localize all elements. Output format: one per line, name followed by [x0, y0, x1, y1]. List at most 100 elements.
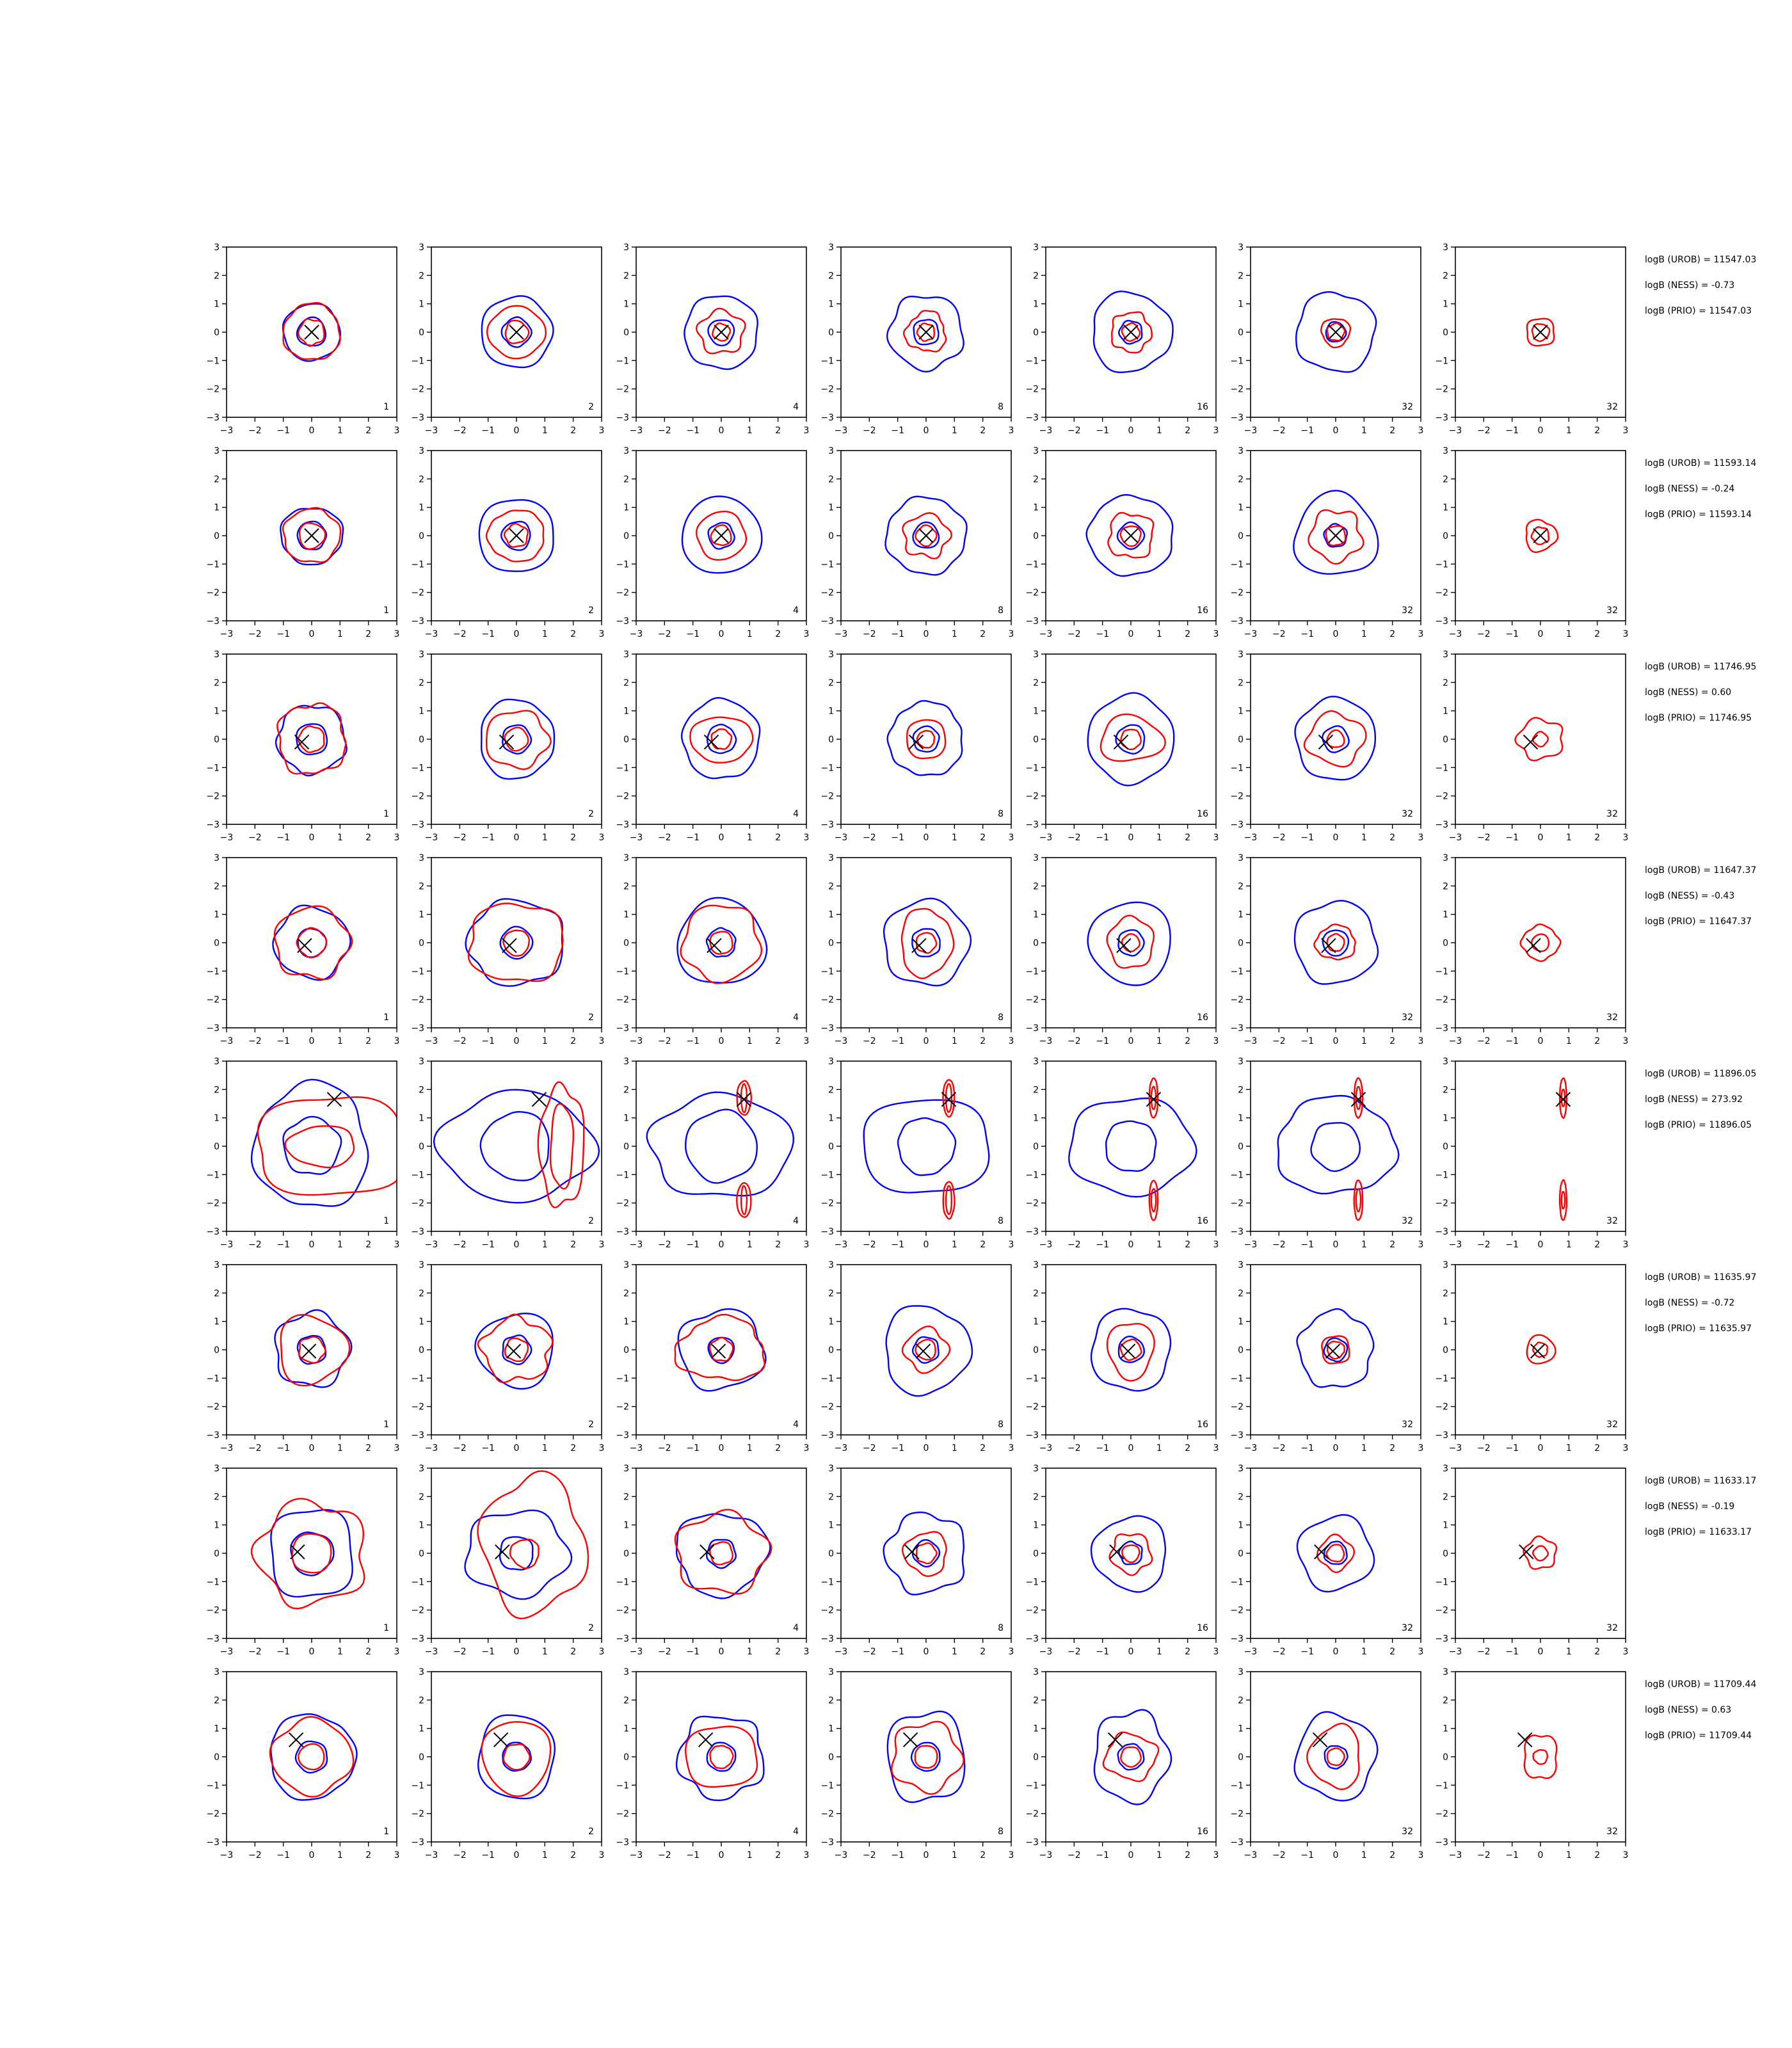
- true-value-marker: [736, 1092, 752, 1107]
- subplot-r7-c6: −3−3 −2 −2 −1 −1 0 0 1 1 2 2 3 3 32: [1230, 1464, 1423, 1657]
- y-tick-label: 0: [1443, 1142, 1448, 1152]
- x-tick-label: −2: [248, 1850, 262, 1860]
- model-contour-outer: [942, 1079, 956, 1118]
- x-tick-label: 3: [1213, 426, 1219, 436]
- x-tick-label: 2: [1389, 426, 1395, 436]
- model-contour-outer: [467, 902, 564, 982]
- log-bayes-annotation: logB (PRIO) = 11709.44: [1645, 1731, 1752, 1741]
- x-tick-label: 1: [1156, 1850, 1162, 1860]
- y-tick-label: −2: [411, 1402, 424, 1412]
- model-contour-outer: [477, 1313, 554, 1384]
- y-tick-label: 2: [419, 474, 424, 484]
- true-value-marker: [1107, 1732, 1123, 1748]
- x-tick-label: 0: [309, 1850, 315, 1860]
- x-tick-label: 0: [924, 629, 929, 639]
- model-contour-inner: [709, 931, 733, 955]
- subplot-corner-label: 16: [1197, 1623, 1208, 1633]
- subplot-corner-label: 2: [588, 1216, 594, 1226]
- reference-contour-outer: [1087, 692, 1175, 787]
- reference-contour-inner: [684, 1108, 758, 1184]
- x-tick-label: −1: [891, 1240, 904, 1250]
- reference-contour-outer: [1090, 1308, 1172, 1392]
- y-tick-label: 2: [1033, 1288, 1039, 1299]
- subplot-frame: [1045, 1468, 1217, 1639]
- x-tick-label: 1: [747, 833, 753, 843]
- y-tick-label: −3: [411, 1023, 424, 1034]
- reference-contour-outer: [1092, 290, 1174, 374]
- x-tick-label: 0: [1333, 426, 1339, 436]
- model-contour-inner: [1325, 1544, 1345, 1563]
- true-value-marker: [288, 1732, 304, 1748]
- x-tick-label: 0: [1333, 833, 1339, 843]
- y-tick-label: 3: [1033, 1260, 1039, 1270]
- x-tick-label: 3: [1009, 1443, 1014, 1453]
- x-tick-label: 2: [1185, 426, 1190, 436]
- y-tick-label: −2: [411, 792, 424, 802]
- model-contour-outer: [273, 905, 353, 980]
- x-tick-label: 0: [514, 1850, 520, 1860]
- model-contour-inner: [1326, 729, 1345, 748]
- true-value-marker: [509, 324, 524, 340]
- y-tick-label: 3: [419, 650, 424, 660]
- y-tick-label: −1: [206, 1373, 220, 1384]
- model-contour-outer: [901, 1325, 951, 1374]
- subplot-frame: [1455, 1060, 1626, 1232]
- model-contour-outer: [890, 1720, 964, 1795]
- model-contour-inner: [708, 1336, 734, 1362]
- reference-contour-outer: [680, 697, 761, 780]
- reference-contour-outer: [1087, 901, 1171, 986]
- x-tick-label: 2: [775, 629, 781, 639]
- y-tick-label: −3: [616, 616, 629, 627]
- y-tick-label: 0: [419, 1752, 424, 1763]
- y-tick-label: −3: [411, 1837, 424, 1848]
- y-tick-label: −2: [206, 588, 220, 598]
- reference-contour-inner: [1117, 1743, 1145, 1771]
- x-tick-label: −2: [248, 1036, 262, 1046]
- y-tick-label: 1: [419, 910, 424, 920]
- subplot-r3-c5: −3−3 −2 −2 −1 −1 0 0 1 1 2 2 3 3 16: [1025, 650, 1219, 843]
- y-tick-label: −3: [1435, 1430, 1448, 1441]
- reference-contour-inner: [912, 521, 940, 548]
- x-tick-label: 1: [1361, 1036, 1367, 1046]
- subplot-frame: [1045, 857, 1217, 1028]
- true-value-marker: [908, 734, 924, 750]
- y-tick-label: −2: [820, 1809, 834, 1820]
- y-tick-label: 2: [214, 1492, 220, 1502]
- y-tick-label: 0: [419, 328, 424, 338]
- y-tick-label: 3: [1033, 853, 1039, 863]
- y-tick-label: −2: [1435, 1402, 1448, 1412]
- x-tick-label: 3: [394, 833, 400, 843]
- y-tick-label: 1: [214, 300, 220, 310]
- subplot-corner-label: 1: [383, 809, 389, 819]
- reference-contour-outer: [886, 1710, 966, 1804]
- y-tick-label: 3: [1443, 243, 1448, 253]
- model-contour-outer: [486, 710, 552, 771]
- y-tick-label: −3: [820, 616, 834, 627]
- x-tick-label: 2: [1389, 1850, 1395, 1860]
- x-tick-label: 2: [1185, 1240, 1190, 1250]
- y-tick-label: −2: [411, 588, 424, 598]
- subplot-corner-label: 8: [998, 402, 1004, 412]
- x-tick-label: 2: [365, 629, 371, 639]
- y-tick-label: −2: [1230, 385, 1244, 395]
- x-tick-label: 0: [924, 833, 929, 843]
- x-tick-label: 2: [365, 426, 371, 436]
- x-tick-label: −1: [276, 426, 290, 436]
- x-tick-label: 0: [1538, 426, 1544, 436]
- model-contour-inner: [1119, 1338, 1142, 1361]
- y-tick-label: −1: [1435, 1373, 1448, 1384]
- y-tick-label: −2: [820, 995, 834, 1005]
- y-tick-label: 2: [1033, 1492, 1039, 1502]
- model-contour-inner: [1355, 1188, 1362, 1213]
- x-tick-label: 2: [365, 1240, 371, 1250]
- x-tick-label: −3: [1449, 1850, 1462, 1860]
- true-value-marker: [915, 1343, 931, 1359]
- y-tick-label: 2: [1443, 881, 1448, 892]
- y-tick-label: 0: [214, 328, 220, 338]
- y-tick-label: 3: [1033, 1464, 1039, 1474]
- true-value-marker: [714, 528, 729, 543]
- x-tick-label: 0: [514, 833, 520, 843]
- subplot-r1-c7: −3−3 −2 −2 −1 −1 0 0 1 1 2 2 3 3 32: [1435, 243, 1628, 436]
- x-tick-label: 2: [1185, 1647, 1190, 1657]
- true-value-marker: [1123, 528, 1139, 543]
